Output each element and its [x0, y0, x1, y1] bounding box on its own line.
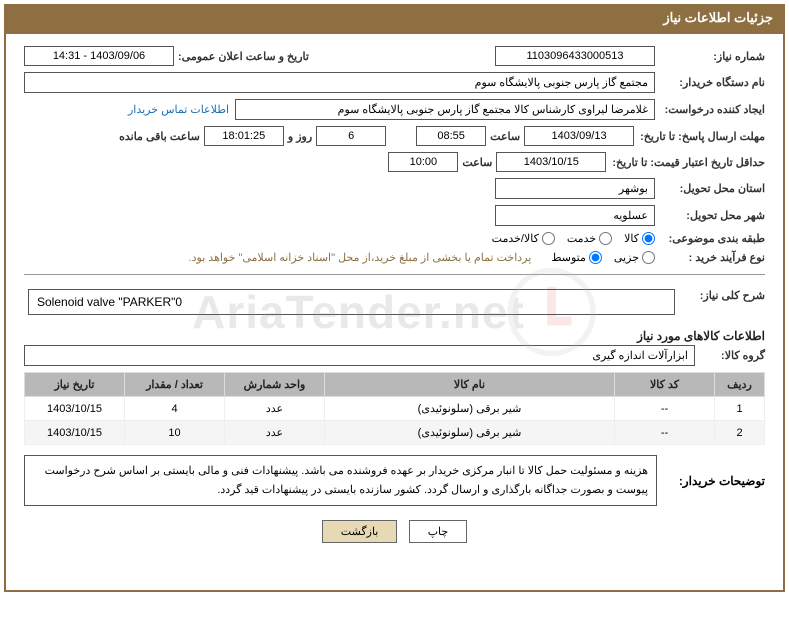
panel-title: جزئیات اطلاعات نیاز: [663, 10, 773, 25]
group-value: ابزارآلات اندازه گیری: [24, 345, 695, 366]
notes-label: توضیحات خریدار:: [665, 455, 765, 506]
radio-goods-label: کالا: [624, 232, 639, 245]
cell-row: 1: [715, 397, 765, 421]
cell-code: --: [615, 421, 715, 445]
radio-medium-input[interactable]: [589, 251, 602, 264]
contact-link[interactable]: اطلاعات تماس خریدار: [128, 103, 235, 116]
time-label-1: ساعت: [486, 130, 524, 143]
buyer-label: نام دستگاه خریدار:: [655, 76, 765, 89]
print-button[interactable]: چاپ: [409, 520, 468, 543]
cell-row: 2: [715, 421, 765, 445]
city-label: شهر محل تحویل:: [655, 209, 765, 222]
notes-value: هزینه و مسئولیت حمل کالا تا انبار مرکزی …: [24, 455, 657, 506]
radio-medium-label: متوسط: [551, 251, 586, 264]
province-label: استان محل تحویل:: [655, 182, 765, 195]
requester-label: ایجاد کننده درخواست:: [655, 103, 765, 116]
cell-unit: عدد: [225, 397, 325, 421]
validity-date: 1403/10/15: [496, 152, 606, 172]
days-remaining: 6: [316, 126, 386, 146]
radio-partial-label: جزیی: [614, 251, 639, 264]
deadline-time: 08:55: [416, 126, 486, 146]
cell-name: شیر برقی (سلونوئیدی): [325, 421, 615, 445]
radio-medium[interactable]: متوسط: [551, 251, 602, 264]
requester-value: غلامرضا لیراوی کارشناس کالا مجتمع گاز پا…: [235, 99, 655, 120]
radio-both-label: کالا/خدمت: [492, 232, 539, 245]
radio-partial[interactable]: جزیی: [614, 251, 655, 264]
process-label: نوع فرآیند خرید :: [655, 251, 765, 264]
remain-label: ساعت باقی مانده: [115, 130, 204, 143]
panel-header: جزئیات اطلاعات نیاز: [4, 4, 785, 32]
validity-label: حداقل تاریخ اعتبار قیمت: تا تاریخ:: [606, 156, 765, 169]
time-remaining: 18:01:25: [204, 126, 284, 146]
divider-1: [24, 274, 765, 275]
radio-both[interactable]: کالا/خدمت: [492, 232, 555, 245]
city-value: عسلویه: [495, 205, 655, 226]
days-label: روز و: [284, 130, 316, 143]
th-row: ردیف: [715, 373, 765, 397]
cell-date: 1403/10/15: [25, 421, 125, 445]
th-name: نام کالا: [325, 373, 615, 397]
process-hint: پرداخت تمام یا بخشی از مبلغ خرید،از محل …: [189, 251, 532, 264]
goods-section-title: اطلاعات کالاهای مورد نیاز: [24, 327, 765, 345]
th-date: تاریخ نیاز: [25, 373, 125, 397]
th-unit: واحد شمارش: [225, 373, 325, 397]
cell-unit: عدد: [225, 421, 325, 445]
province-value: بوشهر: [495, 178, 655, 199]
time-label-2: ساعت: [458, 156, 496, 169]
need-number-label: شماره نیاز:: [655, 50, 765, 63]
announce-value: 1403/09/06 - 14:31: [24, 46, 174, 66]
th-qty: تعداد / مقدار: [125, 373, 225, 397]
deadline-date: 1403/09/13: [524, 126, 634, 146]
desc-label: شرح کلی نیاز:: [675, 283, 765, 321]
need-number-value: 1103096433000513: [495, 46, 655, 66]
th-code: کد کالا: [615, 373, 715, 397]
cell-qty: 4: [125, 397, 225, 421]
cell-date: 1403/10/15: [25, 397, 125, 421]
radio-partial-input[interactable]: [642, 251, 655, 264]
radio-service-label: خدمت: [567, 232, 596, 245]
radio-goods[interactable]: کالا: [624, 232, 655, 245]
goods-table: ردیف کد کالا نام کالا واحد شمارش تعداد /…: [24, 372, 765, 445]
back-button[interactable]: بازگشت: [322, 520, 398, 543]
table-row: 1 -- شیر برقی (سلونوئیدی) عدد 4 1403/10/…: [25, 397, 765, 421]
table-row: 2 -- شیر برقی (سلونوئیدی) عدد 10 1403/10…: [25, 421, 765, 445]
radio-both-input[interactable]: [542, 232, 555, 245]
deadline-label: مهلت ارسال پاسخ: تا تاریخ:: [634, 130, 765, 143]
radio-service-input[interactable]: [599, 232, 612, 245]
cell-qty: 10: [125, 421, 225, 445]
buyer-value: مجتمع گاز پارس جنوبی پالایشگاه سوم: [24, 72, 655, 93]
cell-name: شیر برقی (سلونوئیدی): [325, 397, 615, 421]
category-label: طبقه بندی موضوعی:: [655, 232, 765, 245]
desc-value: Solenoid valve "PARKER"0: [28, 289, 675, 315]
radio-service[interactable]: خدمت: [567, 232, 612, 245]
validity-time: 10:00: [388, 152, 458, 172]
group-label: گروه کالا:: [695, 349, 765, 362]
cell-code: --: [615, 397, 715, 421]
announce-label: تاریخ و ساعت اعلان عمومی:: [174, 50, 313, 63]
radio-goods-input[interactable]: [642, 232, 655, 245]
content-frame: AriaTender.net شماره نیاز: 1103096433000…: [4, 32, 785, 592]
